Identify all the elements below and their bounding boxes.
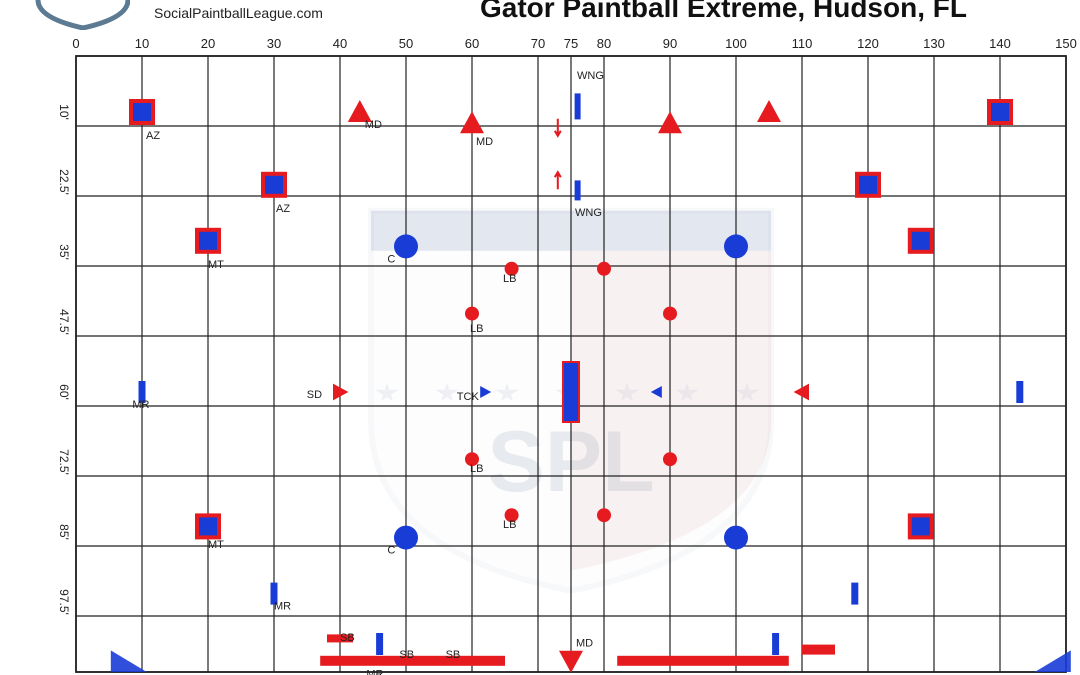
x-tick: 130: [923, 36, 945, 51]
bunker-label: MD: [476, 136, 493, 148]
x-tick: 120: [857, 36, 879, 51]
bunker-label: AZ: [276, 203, 290, 215]
x-tick: 30: [267, 36, 281, 51]
bunker-label: MD: [365, 119, 382, 131]
bunker-label: MR: [366, 668, 383, 675]
logo-area: [20, 0, 130, 30]
bunker-label: LB: [503, 519, 516, 531]
bunker-label: SB: [446, 649, 461, 661]
bunker-label: WNG: [575, 207, 602, 219]
x-tick: 0: [72, 36, 79, 51]
bunker-label: C: [387, 545, 395, 557]
bunker-label: LB: [503, 273, 516, 285]
bunker-label: MT: [208, 539, 224, 551]
bunker-label: SD: [307, 389, 322, 401]
x-tick: 140: [989, 36, 1011, 51]
bunker-label: AZ: [146, 130, 160, 142]
bunker-label: SB: [340, 632, 355, 644]
x-tick: 75: [564, 36, 578, 51]
field-diagram: SPL 010203040506070758090100110120130140…: [0, 28, 1080, 675]
bunker-label: C: [387, 253, 395, 265]
url-text: SocialPaintballLeague.com: [154, 5, 323, 21]
x-tick: 40: [333, 36, 347, 51]
y-tick: 60': [57, 384, 71, 400]
y-tick: 97.5': [57, 589, 71, 615]
x-tick: 80: [597, 36, 611, 51]
y-tick: 10': [57, 104, 71, 120]
bunker-label: LB: [470, 323, 483, 335]
x-tick: 100: [725, 36, 747, 51]
bunker-label: LB: [470, 463, 483, 475]
x-tick: 60: [465, 36, 479, 51]
y-tick: 72.5': [57, 449, 71, 475]
y-tick: 85': [57, 524, 71, 540]
x-tick: 90: [663, 36, 677, 51]
y-tick: 35': [57, 244, 71, 260]
x-tick: 150: [1055, 36, 1077, 51]
x-tick: 10: [135, 36, 149, 51]
bunker-label: MR: [274, 601, 291, 613]
y-tick: 47.5': [57, 309, 71, 335]
bunker-label: MD: [576, 637, 593, 649]
bunker-label: WNG: [577, 70, 604, 82]
x-tick: 70: [531, 36, 545, 51]
bunker-label: SB: [399, 649, 414, 661]
page-title: Gator Paintball Extreme, Hudson, FL: [480, 0, 967, 24]
bunker-label: MT: [208, 259, 224, 271]
y-tick: 22.5': [57, 169, 71, 195]
x-tick: 50: [399, 36, 413, 51]
bunker-label: MR: [132, 399, 149, 411]
x-tick: 20: [201, 36, 215, 51]
bunker-label: TCK: [457, 391, 480, 403]
x-tick: 110: [792, 36, 813, 51]
